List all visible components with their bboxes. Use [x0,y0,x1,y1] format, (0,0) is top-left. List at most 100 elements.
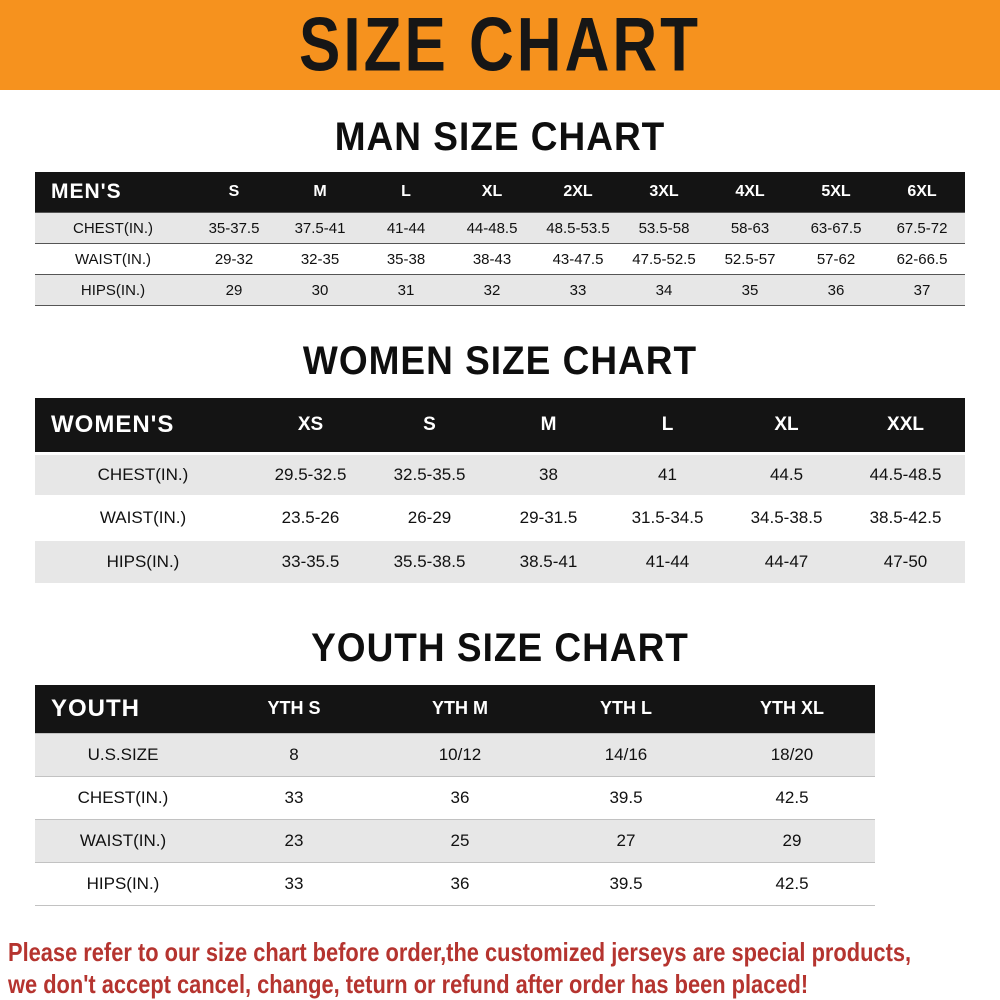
women-size-table: WOMEN'S XS S M L XL XXL CHEST(IN.) 29.5-32.5 32.5… [35,398,965,583]
cell-value: 8 [289,744,299,764]
column-header: S [191,172,277,213]
table-row: U.S.SIZE 8 10/12 14/16 18/20 [35,733,875,776]
cell-value: 26-29 [407,508,452,527]
cell-value: 33-35.5 [281,551,340,571]
cell-value: 38 [539,465,558,484]
cell-value: 44.5 [769,465,804,484]
cell-value: 31 [397,281,415,299]
table-row: CHEST(IN.) 35-37.5 37.5-41 41-44 44-48.5 48.5… [35,212,965,244]
table-row: HIPS(IN.) 33 36 39.5 42.5 [35,862,875,905]
cell-value: 30 [311,281,329,299]
cell-value: 44-48.5 [466,219,518,237]
row-label: CHEST(IN.) [97,465,189,484]
column-header: XL [449,172,535,213]
men-size-section: MAN SIZE CHART MEN'S S M L XL 2XL 3XL 4XL 5XL 6XL… [0,114,1000,306]
women-size-section: WOMEN SIZE CHART WOMEN'S XS S M L XL XXL CHEST(… [0,338,1000,583]
table-row: CHEST(IN.) 33 36 39.5 42.5 [35,776,875,819]
table-row: CHEST(IN.) 29.5-32.5 32.5-35.5 38 41 44.5 44.5… [35,453,965,497]
cell-value: 39.5 [609,787,643,807]
cell-value: 37.5-41 [294,219,346,237]
cell-value: 41 [658,465,677,484]
row-label: WAIST(IN.) [79,830,167,850]
column-header: 2XL [535,172,621,213]
cell-value: 38-43 [472,250,512,268]
cell-value: 32-35 [300,250,340,268]
cell-value: 44-47 [764,551,809,571]
size-chart-content: MAN SIZE CHART MEN'S S M L XL 2XL 3XL 4XL 5XL 6XL… [0,114,1000,1000]
youth-section-heading: YOUTH SIZE CHART [311,624,689,670]
cell-value: 52.5-57 [724,250,776,268]
youth-size-table: YOUTH YTH S YTH M YTH L YTH XL U.S.SIZE 8 10/12… [35,684,875,906]
cell-value: 32 [483,281,501,299]
cell-value: 29 [782,830,802,850]
cell-value: 44.5-48.5 [869,465,942,484]
cell-value: 38.5-42.5 [869,508,942,527]
cell-value: 37 [913,281,931,299]
cell-value: 35-37.5 [208,219,260,237]
column-header: M [277,172,363,213]
cell-value: 42.5 [775,787,809,807]
table-header-label: YOUTH [35,684,211,733]
column-header: 6XL [879,172,965,213]
row-label: HIPS(IN.) [80,281,146,299]
cell-value: 35.5-38.5 [393,551,466,571]
cell-value: 29 [225,281,243,299]
column-header: L [608,398,727,454]
cell-value: 41-44 [386,219,426,237]
cell-value: 47.5-52.5 [632,250,696,268]
footer-note-line-2: we don't accept cancel, change, teturn o… [8,968,809,999]
cell-value: 42.5 [775,873,809,893]
cell-value: 47-50 [883,551,928,571]
row-label: HIPS(IN.) [106,551,180,571]
column-header: S [370,398,489,454]
cell-value: 43-47.5 [552,250,604,268]
cell-value: 25 [450,830,470,850]
cell-value: 14/16 [604,744,648,764]
cell-value: 35-38 [386,250,426,268]
cell-value: 31.5-34.5 [631,508,704,527]
cell-value: 41-44 [645,551,690,571]
column-header: L [363,172,449,213]
cell-value: 63-67.5 [810,219,862,237]
men-section-heading: MAN SIZE CHART [334,114,666,159]
cell-value: 34 [655,281,673,299]
column-header: YTH M [377,684,543,733]
cell-value: 27 [616,830,636,850]
table-row: WAIST(IN.) 29-32 32-35 35-38 38-43 43-47.5 47.… [35,243,965,275]
cell-value: 36 [827,281,845,299]
cell-value: 62-66.5 [896,250,948,268]
column-header: YTH XL [709,684,875,733]
footer-note: Please refer to our size chart before or… [0,936,1000,1000]
cell-value: 10/12 [438,744,482,764]
cell-value: 23 [284,830,304,850]
row-label: HIPS(IN.) [86,873,160,893]
row-label: WAIST(IN.) [74,250,152,268]
column-header: XXL [846,398,965,454]
column-header: 4XL [707,172,793,213]
cell-value: 23.5-26 [281,508,340,527]
row-label: CHEST(IN.) [77,787,169,807]
table-row: HIPS(IN.) 33-35.5 35.5-38.5 38.5-41 41-44 44-… [35,539,965,583]
footer-note-line-1: Please refer to our size chart before or… [8,936,912,967]
column-header: YTH L [543,684,709,733]
table-row: HIPS(IN.) 29 30 31 32 33 34 35 36 37 [35,274,965,306]
cell-value: 67.5-72 [896,219,948,237]
table-row: WAIST(IN.) 23.5-26 26-29 29-31.5 31.5-34.5 34… [35,496,965,540]
cell-value: 33 [284,873,304,893]
cell-value: 35 [741,281,759,299]
cell-value: 33 [284,787,304,807]
cell-value: 58-63 [730,219,770,237]
men-size-table: MEN'S S M L XL 2XL 3XL 4XL 5XL 6XL CHEST(IN.) 35-37… [35,172,965,306]
cell-value: 53.5-58 [638,219,690,237]
column-header: M [489,398,608,454]
column-header: YTH S [211,684,377,733]
cell-value: 38.5-41 [519,551,578,571]
women-section-heading: WOMEN SIZE CHART [302,338,698,383]
cell-value: 29.5-32.5 [274,465,347,484]
cell-value: 36 [450,873,470,893]
table-row: WAIST(IN.) 23 25 27 29 [35,819,875,862]
banner: SIZE CHART [0,0,1000,90]
banner-title: SIZE CHART [299,2,701,88]
cell-value: 57-62 [816,250,856,268]
cell-value: 48.5-53.5 [546,219,610,237]
